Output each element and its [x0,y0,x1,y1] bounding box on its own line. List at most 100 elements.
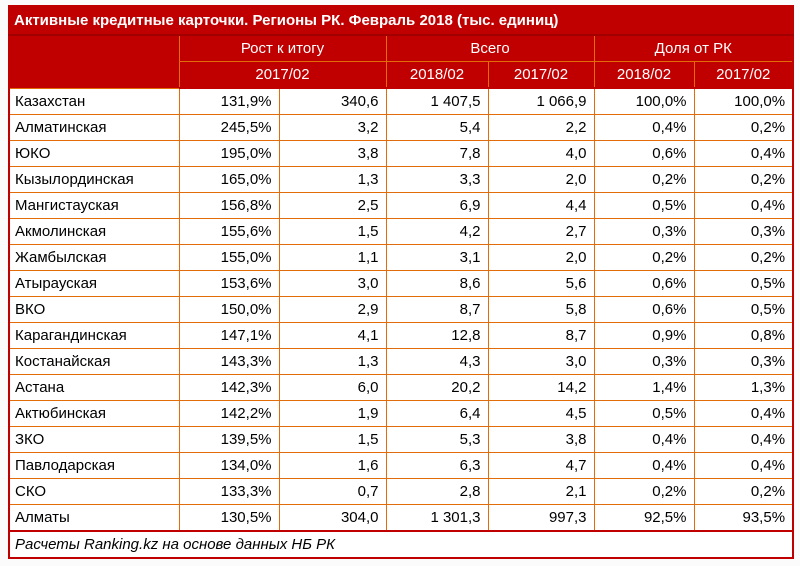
value-cell: 997,3 [487,504,595,532]
value-cell: 1,1 [278,244,387,271]
value-cell: 4,0 [487,140,595,167]
table-row: Карагандинская 147,1% 4,1 12,8 8,7 0,9% 0,8% [8,322,794,349]
region-cell: Алматы [8,504,180,532]
region-cell: СКО [8,478,180,505]
value-cell: 131,9% [178,87,280,115]
region-cell: Алматинская [8,114,180,141]
value-cell: 100,0% [693,87,794,115]
value-cell: 0,4% [593,426,695,453]
table-row: ЮКО 195,0% 3,8 7,8 4,0 0,6% 0,4% [8,140,794,167]
subheader-growth-period: 2017/02 [178,61,387,89]
value-cell: 0,8% [693,322,794,349]
value-cell: 5,4 [385,114,489,141]
table-row: Астана 142,3% 6,0 20,2 14,2 1,4% 1,3% [8,374,794,401]
value-cell: 0,5% [593,192,695,219]
table-header: Активные кредитные карточки. Регионы РК.… [8,6,794,89]
value-cell: 143,3% [178,348,280,375]
value-cell: 142,2% [178,400,280,427]
value-cell: 1,6 [278,452,387,479]
value-cell: 0,4% [693,426,794,453]
value-cell: 130,5% [178,504,280,532]
value-cell: 3,0 [278,270,387,297]
value-cell: 0,2% [593,478,695,505]
value-cell: 147,1% [178,322,280,349]
title-row: Активные кредитные карточки. Регионы РК.… [9,6,794,36]
value-cell: 2,1 [487,478,595,505]
value-cell: 14,2 [487,374,595,401]
table-row: ЗКО 139,5% 1,5 5,3 3,8 0,4% 0,4% [8,426,794,453]
source-note: Расчеты Ranking.kz на основе данных НБ Р… [9,530,794,559]
table-row: Атырауская 153,6% 3,0 8,6 5,6 0,6% 0,5% [8,270,794,297]
table-row: Алматы 130,5% 304,0 1 301,3 997,3 92,5% 93,5% [8,504,794,532]
group-header-share: Доля от РК [593,34,794,62]
value-cell: 0,6% [593,296,695,323]
value-cell: 0,2% [593,244,695,271]
credit-cards-table: Активные кредитные карточки. Регионы РК.… [8,5,795,559]
value-cell: 0,5% [693,296,794,323]
value-cell: 12,8 [385,322,489,349]
region-cell: Акмолинская [8,218,180,245]
value-cell: 0,2% [693,114,794,141]
value-cell: 134,0% [178,452,280,479]
value-cell: 2,2 [487,114,595,141]
subheader-total-2018: 2018/02 [385,61,489,89]
value-cell: 2,0 [487,166,595,193]
value-cell: 3,3 [385,166,489,193]
value-cell: 8,6 [385,270,489,297]
value-cell: 0,2% [693,166,794,193]
value-cell: 1 407,5 [385,87,489,115]
value-cell: 93,5% [693,504,794,532]
region-column-header [8,34,180,89]
value-cell: 3,2 [278,114,387,141]
value-cell: 304,0 [278,504,387,532]
region-cell: ЗКО [8,426,180,453]
value-cell: 1,3% [693,374,794,401]
value-cell: 0,2% [593,166,695,193]
value-cell: 5,3 [385,426,489,453]
table-row: Кызылординская 165,0% 1,3 3,3 2,0 0,2% 0,2% [8,166,794,193]
value-cell: 8,7 [385,296,489,323]
region-cell: Атырауская [8,270,180,297]
table-body: Казахстан 131,9% 340,6 1 407,5 1 066,9 100,0%… [8,87,794,532]
value-cell: 2,8 [385,478,489,505]
value-cell: 0,3% [693,348,794,375]
table-row: ВКО 150,0% 2,9 8,7 5,8 0,6% 0,5% [8,296,794,323]
value-cell: 0,9% [593,322,695,349]
value-cell: 4,1 [278,322,387,349]
region-cell: Астана [8,374,180,401]
value-cell: 2,9 [278,296,387,323]
table-row: Жамбылская 155,0% 1,1 3,1 2,0 0,2% 0,2% [8,244,794,271]
value-cell: 2,5 [278,192,387,219]
region-cell: Казахстан [8,87,180,115]
value-cell: 4,3 [385,348,489,375]
source-row: Расчеты Ranking.kz на основе данных НБ Р… [9,530,794,559]
value-cell: 1 066,9 [487,87,595,115]
value-cell: 1,4% [593,374,695,401]
table-row: Алматинская 245,5% 3,2 5,4 2,2 0,4% 0,2% [8,114,794,141]
value-cell: 139,5% [178,426,280,453]
value-cell: 0,5% [693,270,794,297]
group-header-growth: Рост к итогу [178,34,387,62]
value-cell: 1,3 [278,348,387,375]
value-cell: 4,4 [487,192,595,219]
group-header-total: Всего [385,34,595,62]
value-cell: 0,4% [693,140,794,167]
value-cell: 6,9 [385,192,489,219]
table-row: Костанайская 143,3% 1,3 4,3 3,0 0,3% 0,3% [8,348,794,375]
value-cell: 92,5% [593,504,695,532]
value-cell: 6,0 [278,374,387,401]
subheader-total-2017: 2017/02 [487,61,595,89]
sub-header-row: 2017/02 2018/02 2017/02 2018/02 2017/02 [9,61,794,89]
value-cell: 155,6% [178,218,280,245]
region-cell: Павлодарская [8,452,180,479]
value-cell: 3,8 [278,140,387,167]
value-cell: 150,0% [178,296,280,323]
value-cell: 1,9 [278,400,387,427]
region-cell: Карагандинская [8,322,180,349]
value-cell: 245,5% [178,114,280,141]
table-row: Мангистауская 156,8% 2,5 6,9 4,4 0,5% 0,4% [8,192,794,219]
value-cell: 0,4% [693,452,794,479]
value-cell: 3,1 [385,244,489,271]
value-cell: 0,4% [693,400,794,427]
region-cell: Кызылординская [8,166,180,193]
